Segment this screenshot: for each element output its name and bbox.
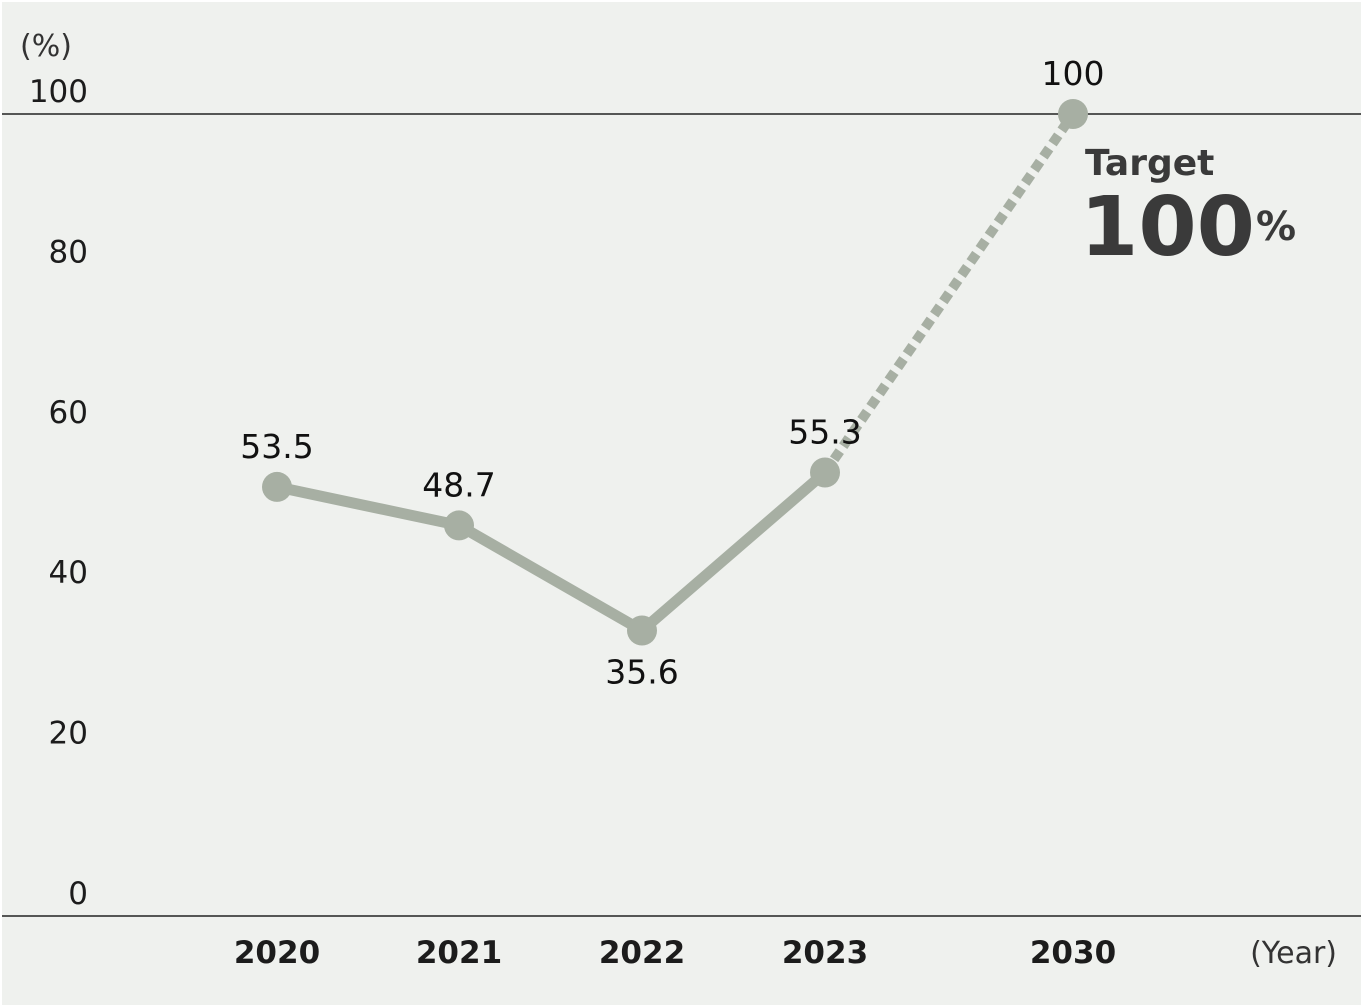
- line-segment: [271, 481, 465, 531]
- x-tick-label: 2022: [599, 935, 685, 971]
- line-segment: [636, 466, 831, 636]
- data-label: 100: [1042, 54, 1105, 93]
- data-point: [1058, 99, 1088, 129]
- data-point: [444, 510, 474, 541]
- y-axis-ticks: 0 20 40 60 80 100: [29, 74, 88, 912]
- data-point: [262, 471, 292, 502]
- projected-line-segment: [820, 111, 1078, 476]
- x-axis-ticks: 2020 2021 2022 2023 2030: [234, 935, 1116, 971]
- y-tick-label: 100: [29, 74, 88, 110]
- data-label: 48.7: [422, 465, 495, 504]
- x-tick-label: 2020: [234, 935, 320, 971]
- line-series: [271, 111, 1078, 636]
- y-tick-label: 80: [49, 234, 88, 270]
- data-labels: 53.5 48.7 35.6 55.3 100: [240, 54, 1104, 691]
- x-tick-label: 2023: [782, 935, 868, 971]
- y-tick-label: 60: [49, 395, 88, 431]
- x-tick-label: 2021: [416, 935, 502, 971]
- y-tick-label: 20: [49, 716, 88, 752]
- target-value: 100: [1080, 180, 1255, 275]
- data-points: [262, 99, 1088, 646]
- data-point: [810, 457, 840, 488]
- y-tick-label: 40: [49, 555, 88, 591]
- target-annotation: Target 100 %: [1080, 143, 1296, 275]
- line-segment: [453, 519, 648, 636]
- target-title: Target: [1085, 143, 1214, 184]
- x-tick-label: 2030: [1030, 935, 1116, 971]
- target-unit: %: [1256, 204, 1296, 250]
- data-point: [627, 615, 657, 646]
- y-axis-unit: (%): [20, 29, 72, 64]
- data-label: 53.5: [240, 427, 313, 466]
- y-tick-label: 0: [68, 876, 88, 912]
- data-label: 35.6: [605, 652, 678, 691]
- data-label: 55.3: [788, 412, 861, 451]
- x-axis-unit: (Year): [1250, 936, 1337, 971]
